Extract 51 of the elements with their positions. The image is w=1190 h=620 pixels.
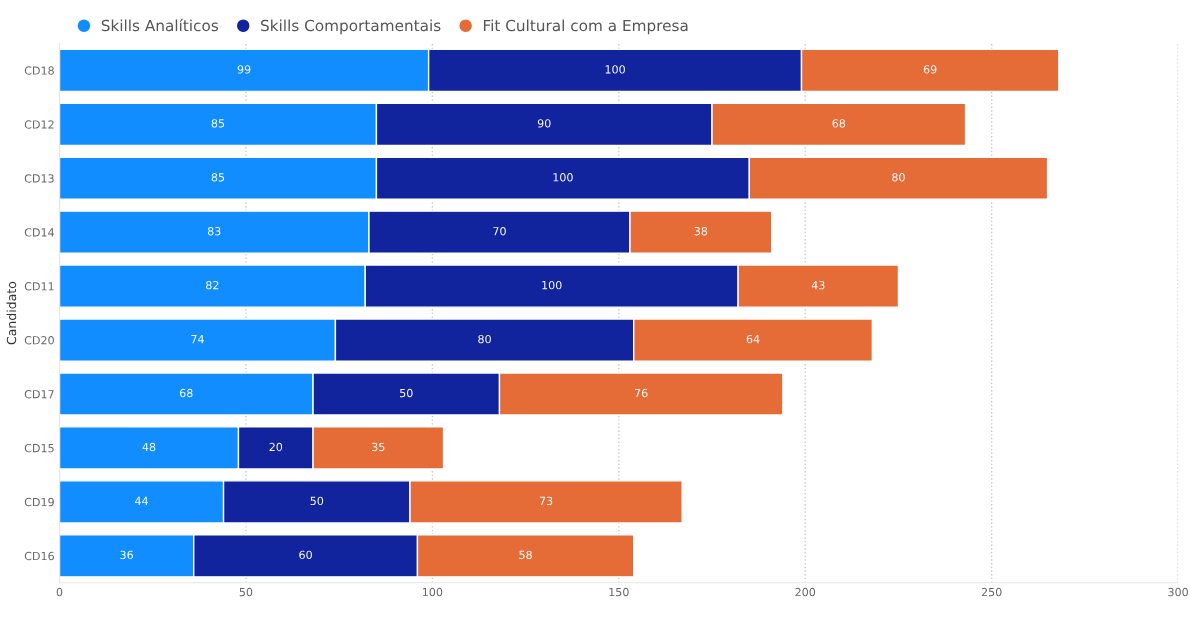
y-tick-label: CD13 [24, 174, 54, 183]
data-label: 36 [120, 550, 133, 560]
data-label: 83 [207, 227, 221, 236]
data-label: 50 [310, 496, 324, 506]
y-tick-label: CD19 [24, 497, 54, 507]
legend-label: Skills Comportamentais [261, 19, 441, 35]
y-tick-label: CD14 [24, 228, 55, 237]
data-label: 38 [694, 227, 708, 236]
data-label: 44 [135, 496, 148, 505]
data-label: 100 [542, 280, 562, 290]
data-label: 35 [372, 442, 385, 452]
y-tick-label: CD16 [24, 551, 54, 561]
x-tick-label: 0 [56, 587, 63, 597]
data-label: 85 [211, 119, 225, 128]
y-tick-label: CD20 [24, 336, 54, 345]
data-label: 80 [478, 334, 491, 344]
x-tick-label: 150 [609, 587, 629, 597]
x-tick-label: 100 [422, 587, 443, 597]
data-label: 74 [191, 335, 204, 344]
x-tick-label: 250 [981, 587, 1002, 597]
x-tick-label: 300 [1168, 587, 1188, 597]
data-label: 73 [539, 496, 553, 506]
data-label: 85 [211, 173, 225, 182]
x-tick-label: 50 [239, 587, 253, 597]
data-label: 69 [923, 65, 937, 74]
legend-label: Skills Analíticos [101, 18, 219, 32]
data-label: 68 [179, 388, 193, 398]
data-label: 100 [605, 65, 625, 74]
data-label: 99 [237, 65, 251, 74]
data-label: 68 [832, 119, 846, 128]
y-tick-label: CD17 [24, 389, 54, 399]
data-label: 58 [519, 550, 532, 560]
y-tick-label: CD11 [24, 282, 54, 291]
data-label: 82 [206, 280, 219, 290]
data-label: 90 [537, 119, 551, 128]
data-label: 50 [400, 388, 413, 398]
data-label: 64 [746, 334, 760, 344]
data-label: 76 [635, 388, 648, 398]
legend-label: Fit Cultural com a Empresa [483, 19, 688, 35]
data-label: 80 [892, 173, 905, 182]
y-tick-label: CD18 [24, 66, 54, 75]
data-label: 70 [493, 227, 506, 236]
data-label: 100 [553, 173, 573, 182]
data-label: 60 [299, 550, 312, 560]
data-label: 20 [269, 442, 283, 452]
y-tick-label: CD12 [24, 120, 54, 129]
data-label: 43 [811, 280, 825, 290]
y-axis-title: Candidato [6, 281, 17, 345]
x-tick-label: 200 [795, 587, 816, 597]
y-tick-label: CD15 [24, 443, 54, 453]
data-label: 48 [142, 442, 156, 452]
